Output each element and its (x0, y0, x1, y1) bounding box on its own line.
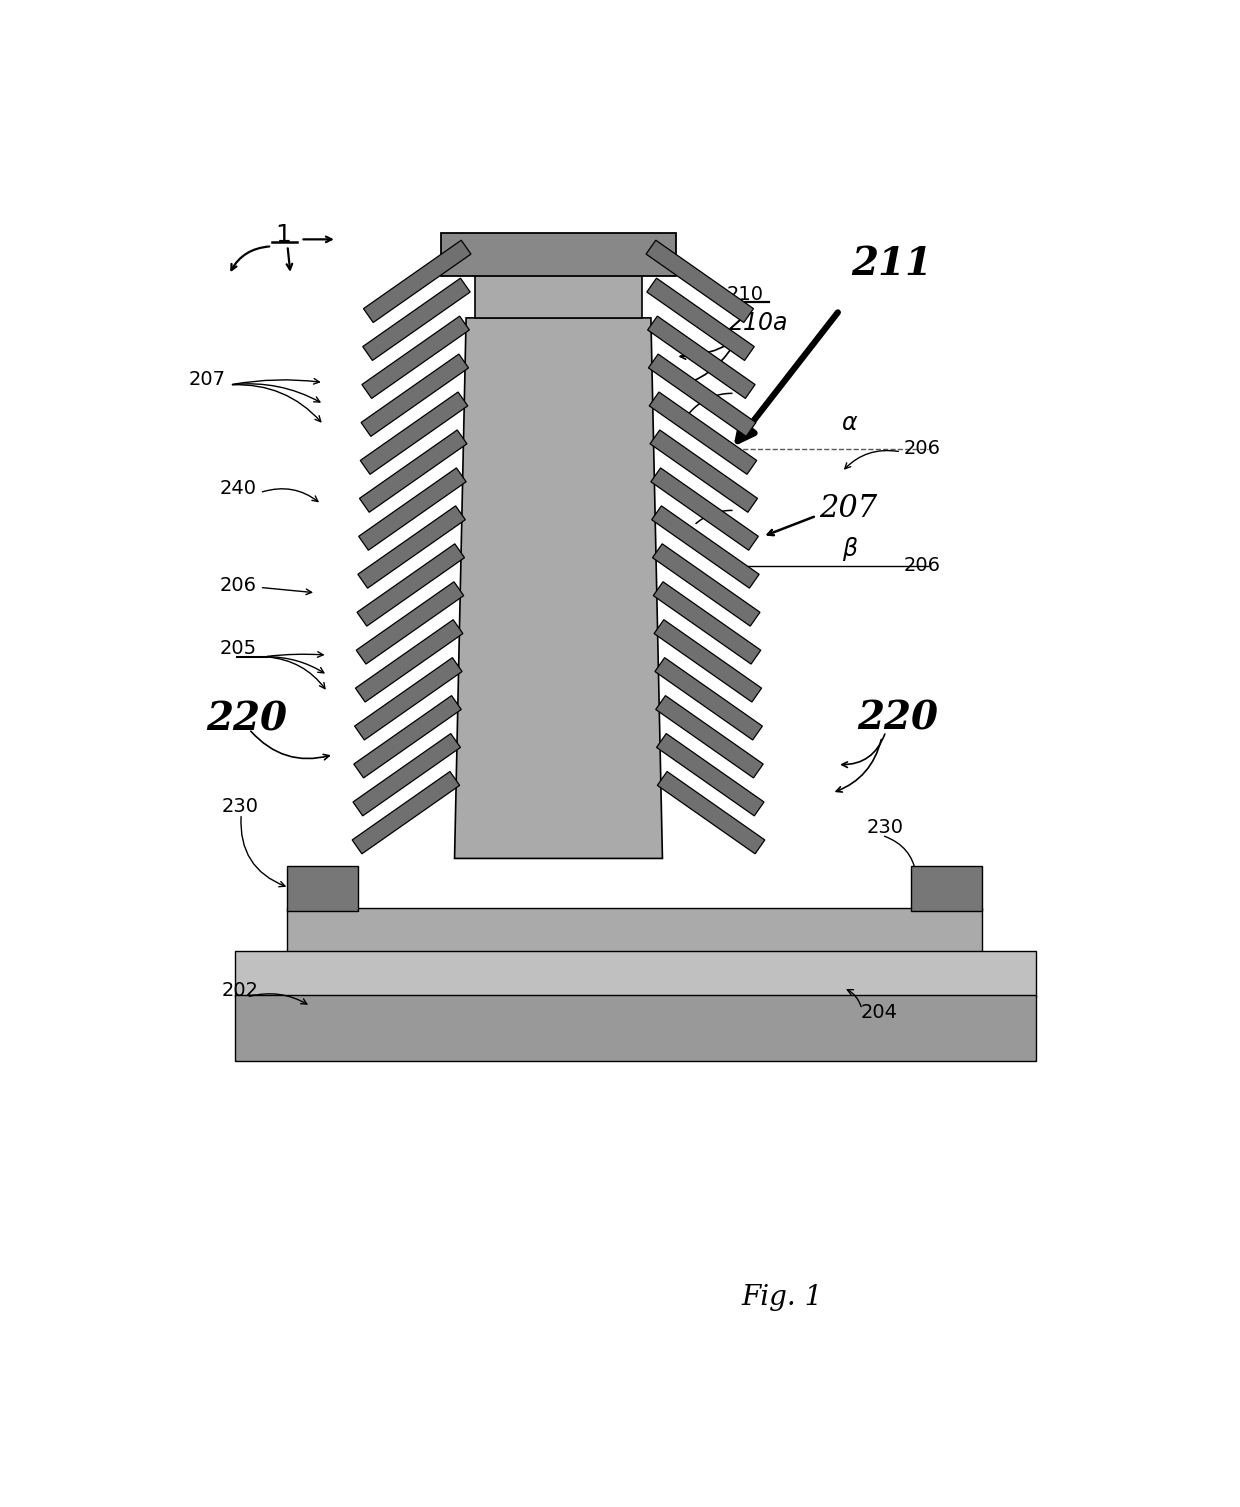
Polygon shape (651, 467, 759, 550)
Polygon shape (358, 506, 465, 588)
Polygon shape (656, 696, 763, 778)
Text: 200: 200 (469, 250, 506, 270)
Text: 1: 1 (275, 223, 291, 247)
Polygon shape (360, 429, 467, 512)
Text: Fig. 1: Fig. 1 (742, 1284, 822, 1311)
Bar (236, 996, 1035, 1061)
Polygon shape (646, 240, 754, 322)
Bar (911, 867, 982, 910)
Text: 204: 204 (861, 1004, 898, 1022)
Bar (236, 951, 1035, 998)
Text: 211: 211 (851, 246, 932, 283)
Polygon shape (358, 467, 466, 550)
Polygon shape (652, 506, 759, 588)
Polygon shape (652, 544, 760, 625)
Text: 207: 207 (188, 371, 226, 389)
Polygon shape (647, 279, 754, 360)
Text: 206: 206 (219, 576, 257, 595)
Text: 207: 207 (818, 493, 877, 523)
Polygon shape (362, 316, 470, 398)
Polygon shape (361, 354, 469, 437)
Polygon shape (355, 657, 463, 740)
Polygon shape (655, 619, 761, 702)
Polygon shape (657, 772, 765, 854)
Polygon shape (655, 657, 763, 740)
Text: 210: 210 (727, 285, 764, 304)
Text: 210a: 210a (729, 312, 789, 335)
Polygon shape (650, 392, 756, 475)
Text: 205: 205 (219, 639, 257, 659)
Text: 230: 230 (867, 818, 904, 838)
Text: 202: 202 (221, 981, 258, 1001)
Polygon shape (363, 240, 471, 322)
Text: α: α (842, 411, 857, 436)
Polygon shape (356, 619, 463, 702)
Text: 220: 220 (857, 699, 939, 737)
Text: β: β (842, 536, 857, 561)
Polygon shape (353, 696, 461, 778)
Polygon shape (353, 734, 460, 815)
Text: 220: 220 (206, 701, 286, 738)
Text: 206: 206 (904, 440, 940, 458)
Polygon shape (363, 279, 470, 360)
Polygon shape (653, 582, 761, 665)
Bar (288, 909, 982, 952)
Polygon shape (649, 354, 756, 437)
Polygon shape (361, 392, 467, 475)
Polygon shape (647, 316, 755, 398)
Polygon shape (650, 429, 758, 512)
Polygon shape (475, 273, 641, 318)
Bar (288, 867, 358, 910)
Polygon shape (455, 318, 662, 859)
Text: 230: 230 (557, 250, 594, 270)
Polygon shape (357, 544, 465, 625)
Text: 206: 206 (904, 556, 940, 576)
Text: 240: 240 (219, 479, 257, 499)
Polygon shape (356, 582, 464, 665)
Polygon shape (352, 772, 460, 854)
Bar (441, 234, 676, 276)
Polygon shape (656, 734, 764, 815)
Text: 230: 230 (221, 797, 258, 815)
